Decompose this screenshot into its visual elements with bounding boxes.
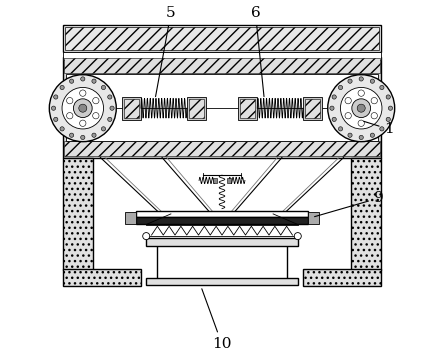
- Circle shape: [338, 127, 343, 131]
- Bar: [189, 99, 204, 118]
- Circle shape: [345, 113, 351, 119]
- Circle shape: [352, 99, 371, 118]
- Circle shape: [93, 97, 99, 104]
- Bar: [64, 58, 380, 73]
- Text: 1: 1: [364, 121, 394, 136]
- Circle shape: [143, 233, 150, 240]
- Circle shape: [92, 79, 96, 83]
- Bar: [63, 158, 93, 270]
- Circle shape: [348, 133, 352, 137]
- Circle shape: [386, 95, 390, 99]
- Circle shape: [108, 117, 112, 121]
- Bar: [63, 25, 381, 52]
- Circle shape: [328, 75, 395, 142]
- Bar: [136, 217, 308, 224]
- Bar: [146, 238, 298, 246]
- Circle shape: [388, 106, 392, 110]
- Text: 10: 10: [202, 289, 232, 351]
- Circle shape: [101, 85, 106, 90]
- Circle shape: [108, 95, 112, 99]
- Bar: [122, 97, 141, 120]
- Circle shape: [54, 95, 58, 99]
- Circle shape: [359, 77, 363, 81]
- Bar: [303, 269, 381, 286]
- Circle shape: [69, 79, 74, 83]
- Bar: [303, 97, 322, 120]
- Bar: [227, 178, 231, 183]
- Circle shape: [79, 90, 86, 96]
- Bar: [63, 52, 381, 59]
- Circle shape: [358, 90, 365, 96]
- Bar: [240, 99, 255, 118]
- Circle shape: [332, 117, 336, 121]
- Circle shape: [54, 117, 58, 121]
- Circle shape: [371, 113, 377, 119]
- Circle shape: [380, 127, 384, 131]
- Circle shape: [79, 104, 87, 112]
- Bar: [351, 158, 381, 270]
- Circle shape: [62, 87, 103, 129]
- Bar: [63, 57, 381, 158]
- Circle shape: [358, 120, 365, 126]
- Circle shape: [67, 97, 73, 104]
- Bar: [308, 212, 319, 224]
- Bar: [305, 99, 320, 118]
- Circle shape: [93, 113, 99, 119]
- Circle shape: [73, 99, 92, 118]
- Circle shape: [359, 135, 363, 139]
- Bar: [63, 269, 141, 286]
- Circle shape: [371, 97, 377, 104]
- Circle shape: [60, 85, 64, 90]
- Bar: [213, 178, 217, 183]
- Circle shape: [110, 106, 114, 110]
- Circle shape: [370, 133, 375, 137]
- Text: 5: 5: [155, 6, 176, 97]
- Circle shape: [67, 113, 73, 119]
- Bar: [64, 141, 380, 156]
- Circle shape: [294, 233, 301, 240]
- Circle shape: [380, 85, 384, 90]
- Bar: [146, 278, 298, 285]
- Circle shape: [341, 87, 382, 129]
- Circle shape: [345, 97, 351, 104]
- Text: 6: 6: [250, 6, 264, 97]
- Bar: [157, 242, 287, 279]
- Bar: [125, 212, 136, 224]
- Bar: [65, 27, 379, 50]
- Bar: [66, 74, 378, 141]
- Circle shape: [370, 79, 375, 83]
- Circle shape: [332, 95, 336, 99]
- Circle shape: [69, 133, 74, 137]
- Bar: [124, 99, 139, 118]
- Circle shape: [79, 120, 86, 126]
- Bar: [136, 211, 308, 217]
- Circle shape: [357, 104, 365, 112]
- Circle shape: [348, 79, 352, 83]
- Circle shape: [52, 106, 56, 110]
- Bar: [187, 97, 206, 120]
- Text: 9: 9: [314, 191, 384, 217]
- Circle shape: [49, 75, 116, 142]
- Circle shape: [81, 77, 85, 81]
- Circle shape: [338, 85, 343, 90]
- Circle shape: [330, 106, 334, 110]
- Circle shape: [81, 135, 85, 139]
- Bar: [238, 97, 257, 120]
- Circle shape: [92, 133, 96, 137]
- Circle shape: [386, 117, 390, 121]
- Circle shape: [60, 127, 64, 131]
- Circle shape: [101, 127, 106, 131]
